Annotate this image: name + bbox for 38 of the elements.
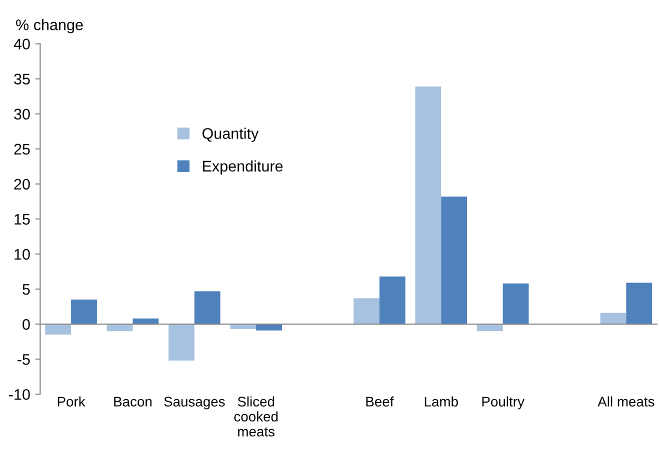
x-tick-label: Pork	[58, 396, 86, 407]
y-tick-label: -5	[18, 354, 30, 365]
x-tick-label: Sliced cooked meats	[234, 396, 278, 436]
bar	[132, 318, 159, 324]
bar	[256, 324, 282, 330]
y-axis-title: % change	[16, 19, 83, 34]
y-tick-label: 35	[14, 74, 30, 85]
y-tick-label: 10	[14, 248, 30, 260]
bar	[379, 276, 406, 324]
bar	[441, 196, 468, 324]
y-tick-label: 0	[22, 319, 30, 330]
bar	[354, 298, 380, 324]
bar	[626, 282, 652, 324]
legend-label: Quantity	[202, 128, 259, 142]
x-tick-label: All meats	[598, 396, 654, 407]
x-tick-label: Sausages	[164, 396, 225, 410]
bar	[106, 324, 133, 332]
bar	[45, 324, 72, 335]
x-tick-label: Lamb	[424, 396, 458, 407]
bar	[168, 324, 194, 361]
y-tick-label: 20	[14, 178, 30, 190]
bar	[600, 312, 626, 324]
bar	[502, 283, 529, 324]
y-tick-label: 40	[14, 38, 30, 50]
bar	[476, 324, 503, 332]
y-tick-label: 15	[14, 214, 30, 225]
y-tick-label: 30	[14, 108, 30, 120]
y-tick-label: 5	[22, 284, 30, 295]
bar	[230, 324, 256, 330]
y-tick-label: 25	[14, 144, 30, 155]
x-tick-label: Poultry	[482, 396, 524, 410]
x-tick-label: Bacon	[114, 396, 152, 407]
bar	[71, 300, 97, 324]
y-tick-label: -10	[9, 389, 30, 400]
x-tick-label: Beef	[366, 396, 394, 407]
bar	[415, 86, 442, 324]
bar	[194, 291, 220, 324]
legend-label: Expenditure	[203, 160, 283, 175]
